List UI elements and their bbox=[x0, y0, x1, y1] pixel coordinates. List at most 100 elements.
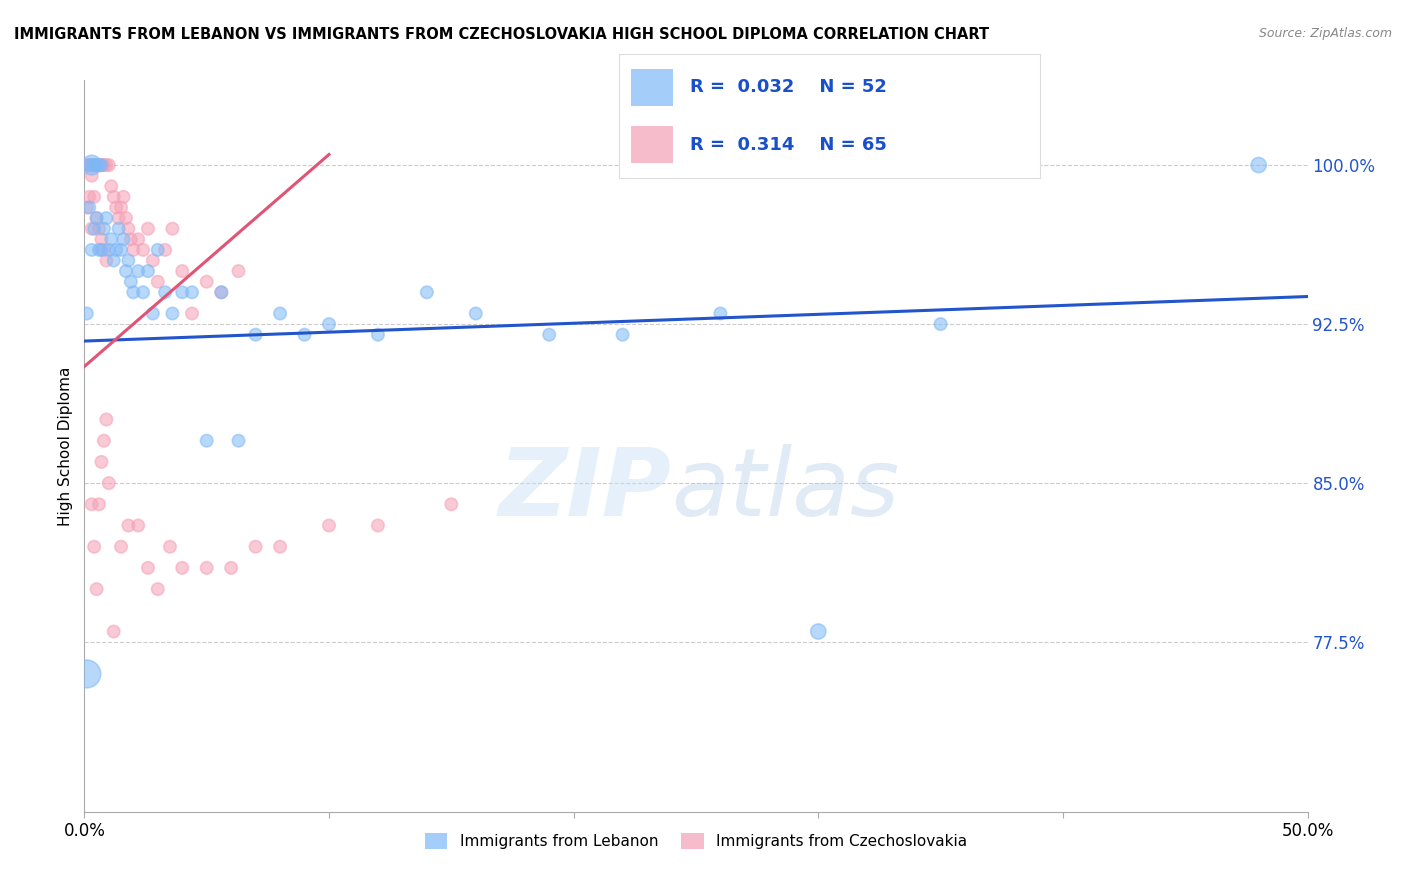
Point bbox=[117, 253, 139, 268]
Text: IMMIGRANTS FROM LEBANON VS IMMIGRANTS FROM CZECHOSLOVAKIA HIGH SCHOOL DIPLOMA CO: IMMIGRANTS FROM LEBANON VS IMMIGRANTS FR… bbox=[14, 27, 990, 42]
Point bbox=[136, 561, 159, 575]
Point bbox=[80, 243, 103, 257]
Point bbox=[367, 327, 389, 342]
Text: R =  0.314    N = 65: R = 0.314 N = 65 bbox=[690, 136, 887, 153]
Point bbox=[87, 497, 110, 511]
Point bbox=[90, 232, 112, 246]
Point bbox=[76, 306, 98, 320]
Point bbox=[103, 624, 125, 639]
Point bbox=[245, 540, 267, 554]
Point bbox=[122, 243, 145, 257]
Point bbox=[97, 476, 120, 491]
Point bbox=[115, 211, 138, 225]
Point bbox=[269, 306, 291, 320]
Point bbox=[97, 243, 120, 257]
Point bbox=[172, 561, 194, 575]
Point bbox=[86, 211, 108, 225]
Point bbox=[87, 158, 110, 172]
Point bbox=[80, 497, 103, 511]
Point bbox=[87, 221, 110, 235]
Point bbox=[440, 497, 463, 511]
Point bbox=[110, 201, 132, 215]
Point bbox=[195, 561, 218, 575]
Y-axis label: High School Diploma: High School Diploma bbox=[58, 367, 73, 525]
Point bbox=[162, 221, 184, 235]
Point bbox=[105, 243, 128, 257]
Point bbox=[90, 455, 112, 469]
Point bbox=[318, 518, 340, 533]
Point bbox=[195, 434, 218, 448]
Point bbox=[100, 179, 122, 194]
Point bbox=[146, 243, 169, 257]
Point bbox=[103, 190, 125, 204]
Point bbox=[269, 540, 291, 554]
Point bbox=[110, 540, 132, 554]
Point bbox=[1247, 158, 1270, 172]
Point bbox=[219, 561, 242, 575]
Point bbox=[367, 518, 389, 533]
Point bbox=[76, 201, 98, 215]
Point bbox=[93, 434, 115, 448]
Point bbox=[76, 667, 98, 681]
Point bbox=[132, 285, 155, 300]
Point bbox=[181, 306, 204, 320]
Point bbox=[115, 264, 138, 278]
Point bbox=[83, 158, 105, 172]
Point bbox=[107, 221, 129, 235]
Point bbox=[112, 232, 135, 246]
Point bbox=[77, 158, 100, 172]
Point bbox=[90, 243, 112, 257]
Point bbox=[117, 518, 139, 533]
Point bbox=[146, 582, 169, 596]
Point bbox=[117, 221, 139, 235]
Point bbox=[86, 158, 108, 172]
Point bbox=[93, 158, 115, 172]
Point bbox=[120, 275, 142, 289]
Point bbox=[86, 158, 108, 172]
Point bbox=[228, 434, 250, 448]
Point bbox=[83, 190, 105, 204]
Point bbox=[96, 412, 118, 426]
Text: Source: ZipAtlas.com: Source: ZipAtlas.com bbox=[1258, 27, 1392, 40]
Point bbox=[464, 306, 486, 320]
Point bbox=[103, 253, 125, 268]
Point bbox=[159, 540, 181, 554]
Point bbox=[209, 285, 232, 300]
FancyBboxPatch shape bbox=[631, 69, 673, 106]
Point bbox=[162, 306, 184, 320]
Point bbox=[76, 158, 98, 172]
Point bbox=[77, 190, 100, 204]
Point bbox=[245, 327, 267, 342]
Point bbox=[90, 158, 112, 172]
Point bbox=[209, 285, 232, 300]
Point bbox=[86, 582, 108, 596]
Point bbox=[416, 285, 439, 300]
Point bbox=[86, 211, 108, 225]
FancyBboxPatch shape bbox=[631, 126, 673, 163]
Point bbox=[142, 253, 165, 268]
Point bbox=[96, 158, 118, 172]
Point bbox=[93, 221, 115, 235]
Point bbox=[153, 243, 176, 257]
Point bbox=[181, 285, 204, 300]
Point bbox=[120, 232, 142, 246]
Point bbox=[90, 158, 112, 172]
Point bbox=[172, 285, 194, 300]
Point bbox=[93, 243, 115, 257]
Point bbox=[87, 243, 110, 257]
Point bbox=[83, 221, 105, 235]
Point bbox=[294, 327, 316, 342]
Point bbox=[107, 211, 129, 225]
Point bbox=[112, 190, 135, 204]
Point bbox=[538, 327, 561, 342]
Point bbox=[612, 327, 634, 342]
Point bbox=[929, 317, 952, 331]
Text: ZIP: ZIP bbox=[499, 444, 672, 536]
Point bbox=[709, 306, 731, 320]
Point bbox=[97, 158, 120, 172]
Point bbox=[195, 275, 218, 289]
Point bbox=[87, 158, 110, 172]
Point bbox=[100, 232, 122, 246]
Point bbox=[96, 211, 118, 225]
Point bbox=[228, 264, 250, 278]
